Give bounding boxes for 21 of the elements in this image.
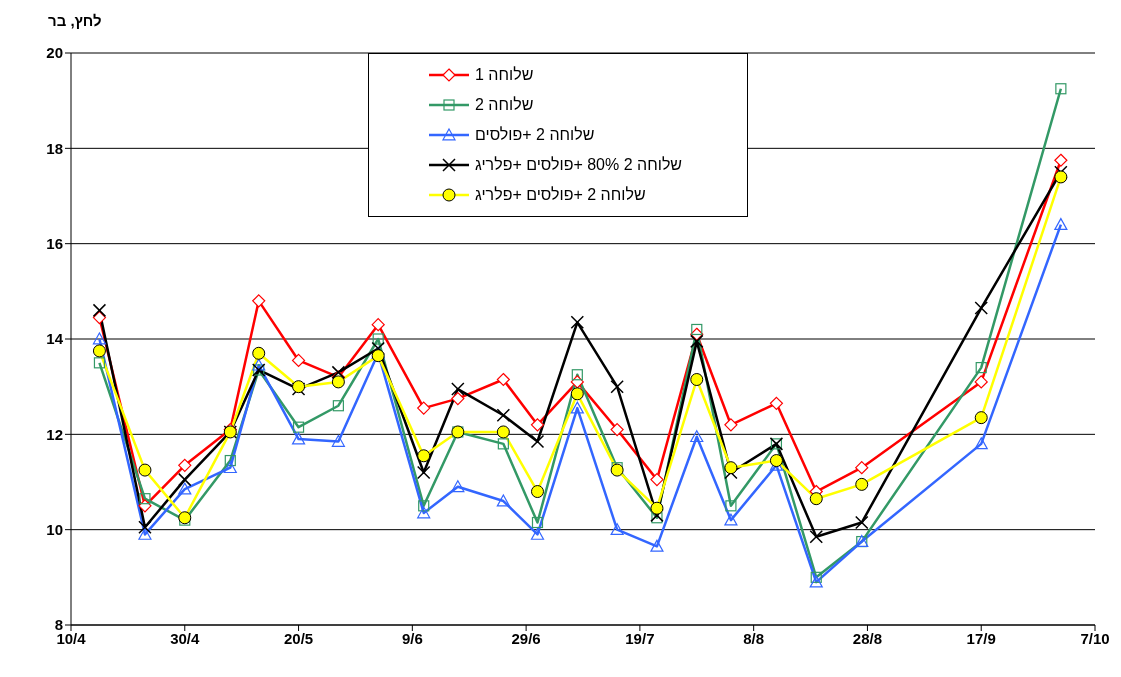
legend-label: שלוחה 2 80% +פולסים +פלריג bbox=[475, 156, 683, 174]
x-tick-label: 30/4 bbox=[170, 629, 201, 647]
x-tick-label: 29/6 bbox=[511, 629, 541, 647]
y-tick-label: 10 bbox=[46, 520, 63, 538]
y-tick-label: 12 bbox=[46, 425, 63, 443]
y-tick-label: 18 bbox=[46, 139, 63, 157]
x-tick-label: 28/8 bbox=[852, 629, 883, 647]
x-tick-label: 20/5 bbox=[283, 629, 314, 647]
x-tick-label: 9/6 bbox=[401, 629, 423, 647]
y-tick-label: 16 bbox=[46, 234, 63, 252]
legend-label: שלוחה 2 +פולסים +פלריג bbox=[475, 186, 646, 204]
x-tick-label: 19/7 bbox=[625, 629, 655, 647]
y-axis-title: לחץ, בר bbox=[48, 12, 102, 29]
y-tick-label: 20 bbox=[46, 44, 63, 62]
legend-label: שלוחה 2 bbox=[475, 96, 534, 114]
x-tick-label: 8/8 bbox=[743, 629, 765, 647]
legend-label: שלוחה 2 +פולסים bbox=[475, 126, 595, 144]
x-tick-label: 7/10 bbox=[1080, 629, 1110, 647]
x-tick-label: 17/9 bbox=[966, 629, 996, 647]
y-tick-label: 14 bbox=[46, 330, 64, 348]
legend-label: שלוחה 1 bbox=[475, 66, 534, 84]
